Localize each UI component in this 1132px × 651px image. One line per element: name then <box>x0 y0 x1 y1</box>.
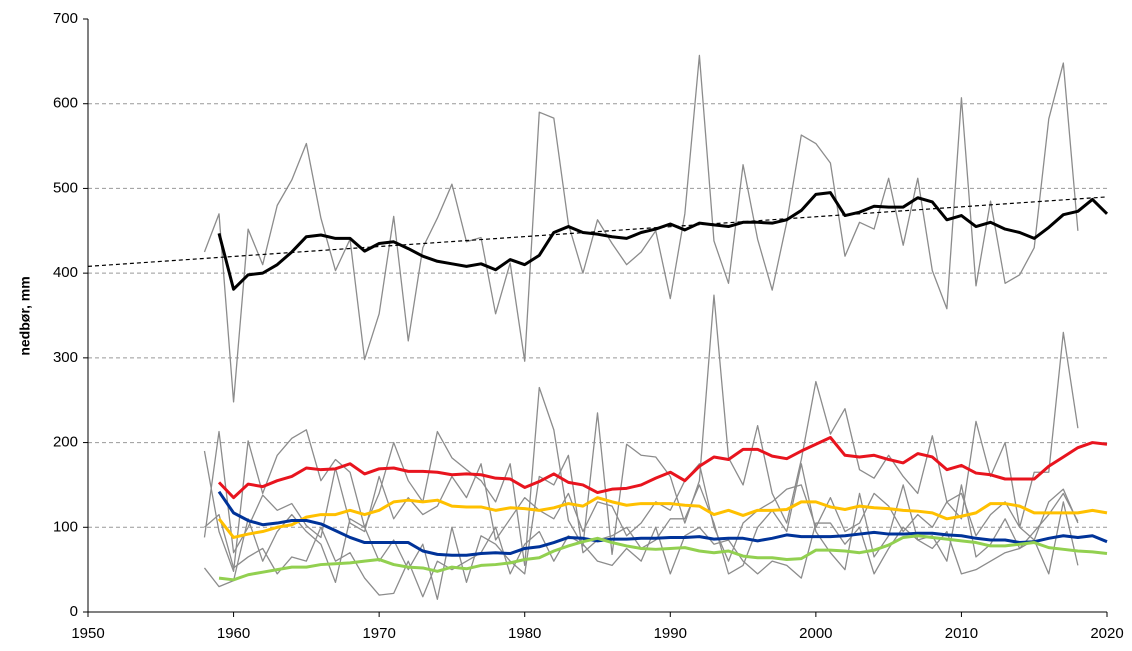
y-axis-label: nedbør, mm <box>17 276 33 355</box>
y-tick-label: 200 <box>53 434 78 451</box>
y-tick-label: 400 <box>53 264 78 281</box>
x-tick-label: 1980 <box>508 625 541 642</box>
y-tick-label: 300 <box>53 349 78 366</box>
y-tick-label: 100 <box>53 518 78 535</box>
y-tick-label: 700 <box>53 10 78 27</box>
data-line <box>218 534 1108 582</box>
data-line <box>204 492 1079 598</box>
data-line <box>217 191 1109 291</box>
y-tick-label: 0 <box>70 603 78 620</box>
x-tick-label: 2020 <box>1090 625 1123 642</box>
data-line <box>217 490 1108 557</box>
x-tick-label: 1970 <box>362 625 395 642</box>
y-tick-label: 600 <box>53 95 78 112</box>
x-tick-label: 1960 <box>217 625 250 642</box>
x-tick-label: 2010 <box>945 625 978 642</box>
x-tick-label: 1950 <box>71 625 104 642</box>
data-line <box>217 435 1108 500</box>
y-tick-label: 500 <box>53 179 78 196</box>
x-tick-label: 2000 <box>799 625 832 642</box>
data-line <box>203 430 1079 562</box>
data-line <box>203 294 1079 572</box>
data-line <box>217 496 1108 539</box>
x-tick-label: 1990 <box>654 625 687 642</box>
data-line <box>87 196 1108 267</box>
